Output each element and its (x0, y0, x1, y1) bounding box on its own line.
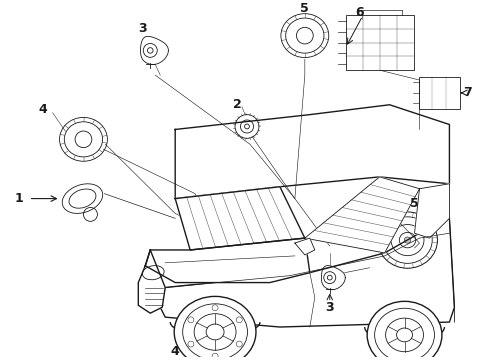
Ellipse shape (396, 328, 413, 342)
Polygon shape (305, 177, 419, 253)
Text: 4: 4 (171, 345, 179, 358)
Ellipse shape (206, 324, 224, 340)
Polygon shape (160, 219, 454, 327)
Text: 4: 4 (38, 103, 47, 116)
Circle shape (212, 353, 218, 359)
Polygon shape (145, 238, 310, 283)
Text: 1: 1 (14, 192, 23, 205)
Circle shape (236, 317, 242, 323)
Circle shape (236, 341, 242, 347)
Text: 5: 5 (300, 3, 309, 15)
Text: 3: 3 (325, 301, 334, 314)
Circle shape (188, 341, 194, 347)
Bar (418, 77, 461, 109)
Circle shape (188, 317, 194, 323)
Text: 2: 2 (233, 98, 242, 111)
Ellipse shape (367, 301, 442, 360)
Circle shape (212, 305, 218, 311)
Text: 5: 5 (410, 197, 419, 210)
Text: 3: 3 (138, 22, 147, 35)
Polygon shape (295, 238, 315, 255)
Bar (346, 15, 414, 70)
Ellipse shape (404, 237, 411, 243)
Polygon shape (138, 250, 165, 313)
Text: 7: 7 (463, 86, 472, 99)
Polygon shape (175, 187, 305, 250)
Ellipse shape (174, 296, 256, 360)
Text: 6: 6 (355, 6, 364, 19)
Polygon shape (175, 105, 449, 199)
Polygon shape (415, 184, 449, 238)
